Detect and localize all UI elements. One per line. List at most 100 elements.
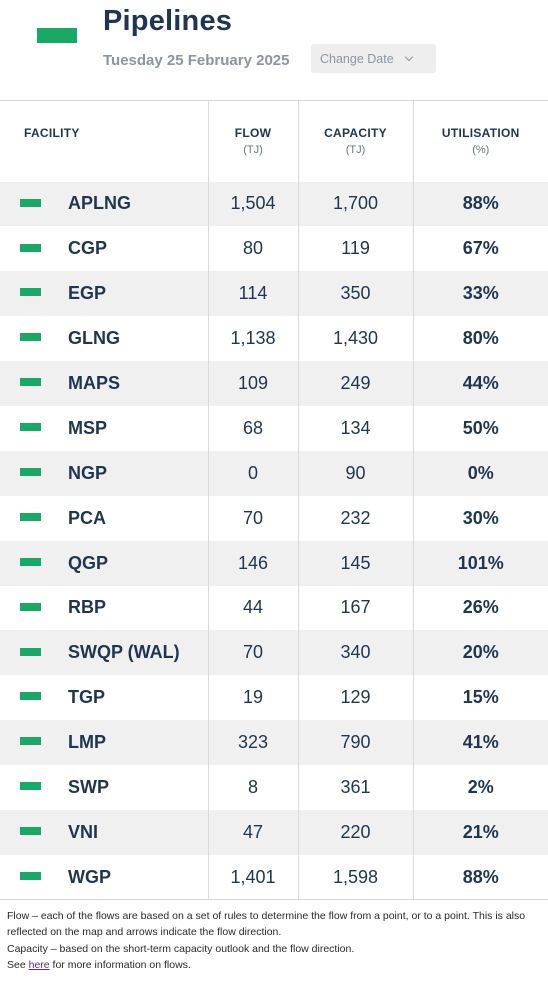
column-header-utilisation: UTILISATION (%) xyxy=(412,100,548,182)
facility-name: RBP xyxy=(68,597,107,618)
utilisation-cell: 0% xyxy=(412,450,548,496)
selected-date: Tuesday 25 February 2025 xyxy=(103,52,290,69)
facility-cell: SWP xyxy=(0,765,208,810)
facility-cell: EGP xyxy=(0,271,208,316)
table-header-row: FACILITY FLOW (TJ) CAPACITY (TJ) UTILISA… xyxy=(0,100,548,182)
table-row: RBP 44 167 26% xyxy=(0,585,548,631)
utilisation-cell: 101% xyxy=(412,540,548,586)
table-row: TGP 19 129 15% xyxy=(0,675,548,721)
facility-legend-icon xyxy=(20,288,41,297)
facility-cell: PCA xyxy=(0,496,208,541)
capacity-cell: 361 xyxy=(297,765,413,810)
change-date-label: Change Date xyxy=(320,51,394,66)
facility-cell: QGP xyxy=(0,541,208,586)
facility-cell: GLNG xyxy=(0,316,208,361)
utilisation-cell: 21% xyxy=(412,809,548,855)
capacity-cell: 249 xyxy=(297,361,413,406)
facility-legend-icon xyxy=(20,827,41,836)
table-row: MSP 68 134 50% xyxy=(0,405,548,451)
table-row: GLNG 1,138 1,430 80% xyxy=(0,316,548,362)
pipeline-legend-icon xyxy=(37,28,77,43)
capacity-cell: 340 xyxy=(297,630,413,676)
pipelines-table: FACILITY FLOW (TJ) CAPACITY (TJ) UTILISA… xyxy=(0,100,548,901)
facility-name: CGP xyxy=(68,238,108,259)
flow-cell: 1,504 xyxy=(207,181,298,227)
facility-name: TGP xyxy=(68,687,106,708)
facility-name: MSP xyxy=(68,417,108,438)
capacity-cell: 145 xyxy=(297,540,413,586)
utilisation-cell: 67% xyxy=(412,226,548,272)
utilisation-cell: 80% xyxy=(412,316,548,362)
column-header-capacity: CAPACITY (TJ) xyxy=(297,100,413,182)
facility-name: SWP xyxy=(68,777,110,798)
table-row: WGP 1,401 1,598 88% xyxy=(0,854,548,901)
utilisation-cell: 2% xyxy=(412,765,548,810)
capacity-cell: 119 xyxy=(297,226,413,272)
table-row: EGP 114 350 33% xyxy=(0,271,548,317)
facility-legend-icon xyxy=(20,557,41,566)
flow-cell: 323 xyxy=(207,720,298,766)
facility-name: GLNG xyxy=(68,328,120,349)
column-header-facility: FACILITY xyxy=(0,100,208,182)
table-row: LMP 323 790 41% xyxy=(0,720,548,766)
flow-cell: 0 xyxy=(207,450,298,496)
facility-cell: APLNG xyxy=(0,182,208,227)
facility-cell: SWQP (WAL) xyxy=(0,630,208,675)
utilisation-cell: 41% xyxy=(412,720,548,766)
facility-name: MAPS xyxy=(68,373,121,393)
table-row: CGP 80 119 67% xyxy=(0,226,548,272)
facility-cell: MAPS xyxy=(0,361,208,406)
utilisation-cell: 33% xyxy=(412,271,548,317)
table-row: PCA 70 232 30% xyxy=(0,495,548,541)
flows-info-link[interactable]: here xyxy=(28,959,50,972)
table-row: APLNG 1,504 1,700 88% xyxy=(0,181,548,227)
facility-name: SWQP (WAL) xyxy=(68,642,180,663)
capacity-cell: 232 xyxy=(297,495,413,541)
facility-name: NGP xyxy=(68,462,108,483)
facility-legend-icon xyxy=(20,647,41,656)
flow-cell: 1,401 xyxy=(207,854,298,901)
utilisation-cell: 88% xyxy=(412,854,548,901)
facility-cell: MSP xyxy=(0,406,208,451)
column-header-flow: FLOW (TJ) xyxy=(207,100,298,182)
table-row: SWP 8 361 2% xyxy=(0,765,548,810)
table-row: NGP 0 90 0% xyxy=(0,450,548,496)
chevron-down-icon xyxy=(404,52,413,61)
facility-name: WGP xyxy=(68,866,111,887)
facility-cell: LMP xyxy=(0,720,208,765)
flow-note: Flow – each of the flows are based on a … xyxy=(7,910,526,939)
capacity-note: Capacity – based on the short-term capac… xyxy=(7,942,355,955)
page-header: Pipelines Tuesday 25 February 2025 Chang… xyxy=(0,0,548,100)
table-row: MAPS 109 249 44% xyxy=(0,361,548,406)
facility-name: PCA xyxy=(68,507,107,528)
flow-cell: 68 xyxy=(207,405,298,451)
capacity-cell: 350 xyxy=(297,271,413,317)
flow-cell: 44 xyxy=(207,585,298,631)
flow-cell: 19 xyxy=(207,675,298,721)
capacity-cell: 220 xyxy=(297,809,413,855)
utilisation-cell: 15% xyxy=(412,675,548,721)
capacity-cell: 1,430 xyxy=(297,316,413,362)
facility-legend-icon xyxy=(20,468,41,477)
flow-cell: 70 xyxy=(207,630,298,676)
capacity-cell: 90 xyxy=(297,450,413,496)
change-date-button[interactable]: Change Date xyxy=(311,44,436,73)
facility-cell: VNI xyxy=(0,810,208,855)
flow-cell: 146 xyxy=(207,540,298,586)
capacity-cell: 1,700 xyxy=(297,181,413,227)
utilisation-cell: 44% xyxy=(412,361,548,406)
capacity-cell: 129 xyxy=(297,675,413,721)
table-row: QGP 146 145 101% xyxy=(0,540,548,586)
capacity-cell: 1,598 xyxy=(297,854,413,901)
facility-legend-icon xyxy=(20,198,41,207)
facility-legend-icon xyxy=(20,602,41,611)
table-row: VNI 47 220 21% xyxy=(0,809,548,855)
facility-name: EGP xyxy=(68,283,107,304)
utilisation-cell: 88% xyxy=(412,181,548,227)
utilisation-cell: 30% xyxy=(412,495,548,541)
facility-name: APLNG xyxy=(68,193,131,214)
flow-cell: 109 xyxy=(207,361,298,406)
facility-cell: NGP xyxy=(0,451,208,496)
facility-name: LMP xyxy=(68,732,106,753)
see-more-note: See here for more information on flows. xyxy=(7,959,191,972)
